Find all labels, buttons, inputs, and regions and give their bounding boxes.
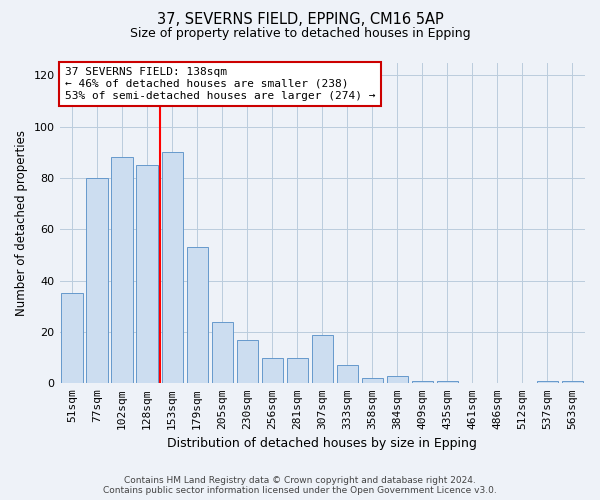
X-axis label: Distribution of detached houses by size in Epping: Distribution of detached houses by size … <box>167 437 477 450</box>
Bar <box>187 248 208 384</box>
Bar <box>412 380 433 384</box>
Text: Size of property relative to detached houses in Epping: Size of property relative to detached ho… <box>130 28 470 40</box>
Y-axis label: Number of detached properties: Number of detached properties <box>15 130 28 316</box>
Bar <box>362 378 383 384</box>
Bar <box>311 334 333 384</box>
Bar <box>136 165 158 384</box>
Bar <box>212 322 233 384</box>
Text: 37 SEVERNS FIELD: 138sqm
← 46% of detached houses are smaller (238)
53% of semi-: 37 SEVERNS FIELD: 138sqm ← 46% of detach… <box>65 68 375 100</box>
Bar <box>112 158 133 384</box>
Bar <box>86 178 108 384</box>
Text: 37, SEVERNS FIELD, EPPING, CM16 5AP: 37, SEVERNS FIELD, EPPING, CM16 5AP <box>157 12 443 28</box>
Bar <box>262 358 283 384</box>
Bar <box>337 366 358 384</box>
Bar <box>161 152 183 384</box>
Bar <box>236 340 258 384</box>
Bar <box>537 380 558 384</box>
Bar <box>437 380 458 384</box>
Bar <box>287 358 308 384</box>
Bar <box>562 380 583 384</box>
Bar <box>387 376 408 384</box>
Bar <box>61 294 83 384</box>
Text: Contains HM Land Registry data © Crown copyright and database right 2024.
Contai: Contains HM Land Registry data © Crown c… <box>103 476 497 495</box>
